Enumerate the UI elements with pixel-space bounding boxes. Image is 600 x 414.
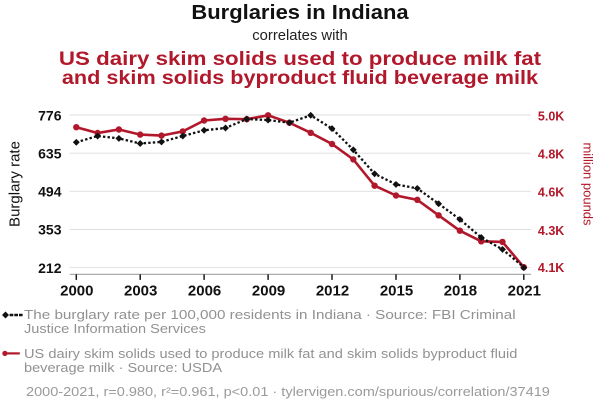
svg-text:4.1K: 4.1K — [538, 261, 564, 275]
svg-text:4.8K: 4.8K — [538, 148, 564, 162]
svg-text:2003: 2003 — [124, 283, 157, 300]
svg-text:635: 635 — [38, 146, 62, 162]
svg-text:2000: 2000 — [60, 283, 93, 300]
svg-text:353: 353 — [38, 222, 62, 238]
svg-text:212: 212 — [38, 260, 62, 276]
svg-text:2015: 2015 — [380, 283, 413, 300]
svg-text:2006: 2006 — [188, 283, 221, 300]
svg-text:Burglary rate: Burglary rate — [7, 141, 24, 227]
svg-text:million pounds: million pounds — [581, 142, 596, 226]
svg-text:5.0K: 5.0K — [538, 109, 564, 123]
svg-text:4.3K: 4.3K — [538, 224, 564, 238]
svg-text:2021: 2021 — [508, 283, 541, 300]
svg-text:2012: 2012 — [316, 283, 349, 300]
svg-text:2009: 2009 — [252, 283, 285, 300]
svg-text:2018: 2018 — [444, 283, 477, 300]
svg-text:776: 776 — [38, 107, 62, 123]
svg-text:4.6K: 4.6K — [538, 186, 564, 200]
svg-text:494: 494 — [38, 184, 62, 200]
